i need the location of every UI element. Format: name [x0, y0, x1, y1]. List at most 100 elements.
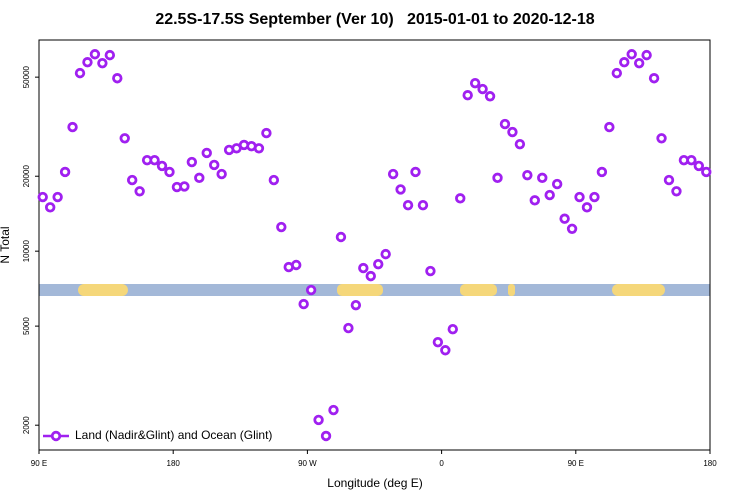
- point: [89, 49, 101, 60]
- point: [611, 67, 623, 79]
- point: [537, 172, 548, 184]
- y-tick-label: 20000: [22, 165, 31, 188]
- point: [320, 430, 332, 442]
- y-axis-label: N Total: [0, 226, 12, 263]
- y-tick-label: 10000: [22, 240, 31, 263]
- point: [119, 133, 130, 144]
- point: [261, 127, 272, 139]
- point: [156, 160, 168, 172]
- point: [365, 270, 376, 282]
- x-tick-label: 90 E: [31, 459, 47, 468]
- point: [59, 166, 71, 178]
- point: [149, 154, 160, 166]
- land-ocean-strip: [39, 284, 710, 296]
- point: [514, 138, 526, 150]
- point: [350, 299, 362, 311]
- point: [581, 202, 593, 213]
- point: [701, 166, 712, 178]
- point: [499, 118, 511, 130]
- point: [112, 73, 123, 84]
- point: [596, 166, 608, 178]
- point: [305, 284, 317, 296]
- point: [619, 57, 630, 68]
- point: [432, 336, 444, 348]
- point: [477, 83, 488, 95]
- land-strip: [337, 284, 383, 296]
- point: [395, 184, 406, 195]
- point: [67, 121, 78, 133]
- point: [104, 49, 116, 61]
- point: [209, 159, 220, 171]
- point: [492, 172, 503, 184]
- point: [186, 156, 198, 168]
- point: [686, 154, 697, 166]
- point: [343, 322, 354, 334]
- x-tick-label: 90 E: [568, 459, 584, 468]
- land-strip: [612, 284, 665, 296]
- point: [551, 178, 563, 190]
- point: [164, 166, 175, 178]
- y-tick-label: 5000: [22, 317, 31, 335]
- point: [387, 168, 399, 180]
- point: [216, 168, 227, 180]
- point: [440, 345, 451, 356]
- point: [626, 49, 637, 60]
- point: [663, 174, 675, 186]
- point: [656, 133, 667, 144]
- point: [574, 191, 585, 203]
- point: [455, 193, 466, 204]
- point: [529, 195, 540, 206]
- point: [417, 199, 429, 211]
- point: [52, 191, 63, 203]
- point: [291, 259, 302, 271]
- point: [469, 77, 481, 89]
- point: [358, 262, 369, 274]
- point: [648, 73, 660, 84]
- plot-frame: [38, 39, 711, 451]
- point: [179, 181, 190, 192]
- point: [276, 221, 287, 233]
- land-strip: [78, 284, 128, 296]
- x-tick-label: 0: [439, 459, 444, 468]
- point: [201, 147, 212, 159]
- x-tick-label: 180: [167, 459, 181, 468]
- legend-label: Land (Nadir&Glint) and Ocean (Glint): [75, 428, 272, 442]
- land-strip: [460, 284, 497, 296]
- point: [566, 223, 578, 234]
- point: [402, 199, 414, 211]
- point: [671, 186, 682, 197]
- point: [484, 91, 496, 102]
- point: [507, 126, 518, 138]
- point: [380, 248, 391, 260]
- chart-title: 22.5S-17.5S September (Ver 10) 2015-01-0…: [155, 11, 594, 28]
- point: [373, 258, 384, 270]
- point: [253, 143, 265, 154]
- point: [604, 121, 615, 133]
- point: [298, 298, 309, 310]
- point: [410, 166, 421, 178]
- point: [425, 265, 436, 277]
- point: [97, 57, 108, 69]
- y-tick-label: 2000: [22, 416, 31, 434]
- point: [134, 186, 145, 197]
- point: [462, 90, 473, 101]
- point: [641, 49, 652, 61]
- land-strip: [508, 284, 515, 296]
- x-axis-label: Longitude (deg E): [327, 476, 422, 490]
- point: [194, 172, 205, 184]
- point: [126, 174, 138, 186]
- x-tick-label: 90 W: [298, 459, 317, 468]
- y-tick-label: 50000: [22, 65, 31, 88]
- point: [44, 202, 56, 213]
- point: [313, 414, 324, 426]
- point: [693, 160, 705, 172]
- point: [633, 57, 645, 69]
- point: [544, 189, 555, 201]
- point: [82, 57, 93, 68]
- point: [268, 174, 280, 186]
- point: [559, 213, 570, 224]
- point: [522, 169, 533, 181]
- point: [37, 191, 48, 203]
- legend-marker: [50, 430, 62, 442]
